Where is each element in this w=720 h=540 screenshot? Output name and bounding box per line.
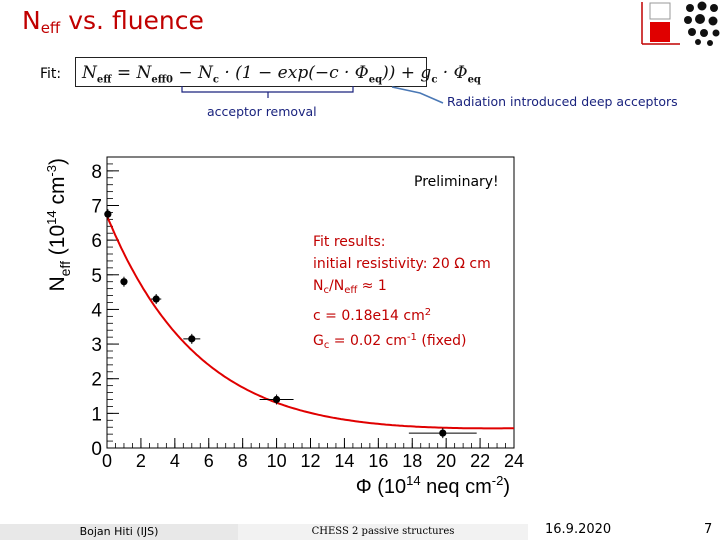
x-tick-label: 20: [436, 451, 456, 471]
x-tick-label: 0: [102, 451, 112, 471]
annotation-markers: [181, 86, 444, 104]
fit-formula: Neff = Neff0 − Nc · (1 − exp(−c · Φeq)) …: [75, 57, 481, 87]
x-tick-label: 12: [300, 451, 320, 471]
x-axis-label: Φ (1014 neq cm-2): [356, 473, 510, 498]
fit-ratio: Nc/Neff ≈ 1: [313, 278, 387, 296]
x-tick-label: 16: [368, 451, 388, 471]
acceptor-removal-label: acceptor removal: [207, 104, 317, 119]
institute-logo: [641, 1, 720, 46]
preliminary-label: Preliminary!: [414, 174, 499, 190]
data-point: [120, 278, 128, 286]
y-tick-label: 0: [91, 439, 102, 460]
y-tick-label: 8: [91, 162, 102, 183]
fit-resistivity: initial resistivity: 20 Ω cm: [313, 256, 491, 272]
data-point: [152, 295, 160, 303]
x-tick-label: 6: [204, 451, 214, 471]
x-tick-label: 4: [170, 451, 180, 471]
data-point: [104, 210, 112, 218]
y-axis-label: Neff (1014 cm-3): [44, 158, 73, 292]
y-tick-label: 4: [91, 300, 102, 321]
deep-acceptors-label: Radiation introduced deep acceptors: [447, 94, 678, 109]
fit-g-value: Gc = 0.02 cm-1 (fixed): [313, 332, 467, 351]
x-tick-label: 8: [238, 451, 248, 471]
fit-results: Fit results: initial resistivity: 20 Ω c…: [313, 231, 491, 357]
data-point: [439, 429, 447, 437]
y-tick-label: 6: [91, 231, 102, 252]
fit-c-value: c = 0.18e14 cm2: [313, 307, 432, 324]
fit-curve: [106, 215, 514, 430]
fit-results-heading: Fit results:: [313, 234, 386, 250]
page-number: 7: [704, 522, 713, 537]
footer-talk-title: CHESS 2 passive structures: [238, 524, 528, 540]
x-tick-label: 2: [136, 451, 146, 471]
y-tick-label: 2: [91, 370, 102, 391]
x-tick-label: 14: [334, 451, 354, 471]
y-tick-label: 7: [91, 197, 102, 218]
y-tick-label: 3: [91, 335, 102, 356]
y-tick-label: 5: [91, 266, 102, 287]
x-tick-label: 10: [267, 451, 287, 471]
x-tick-label: 18: [402, 451, 422, 471]
x-tick-label: 24: [504, 451, 524, 471]
slide-title: Neff vs. fluence: [22, 6, 204, 37]
fit-label: Fit:: [40, 66, 62, 82]
footer-author: Bojan Hiti (IJS): [0, 524, 238, 540]
data-point: [188, 335, 196, 343]
data-point: [272, 395, 281, 404]
footer-date: 16.9.2020: [545, 522, 612, 537]
x-tick-label: 22: [470, 451, 490, 471]
y-tick-label: 1: [91, 404, 102, 425]
